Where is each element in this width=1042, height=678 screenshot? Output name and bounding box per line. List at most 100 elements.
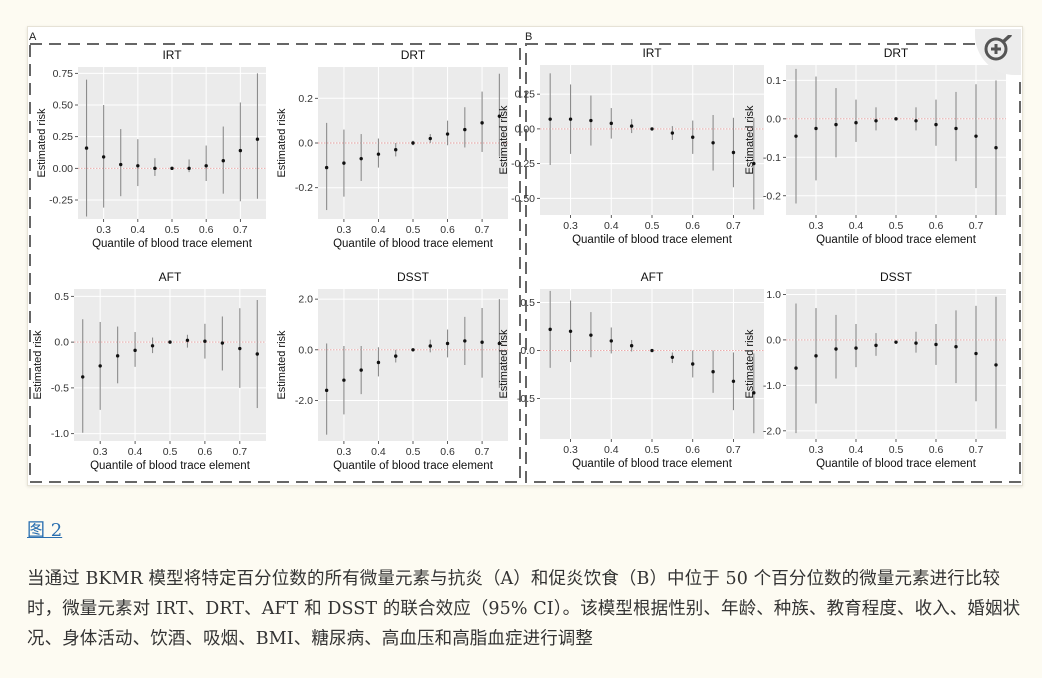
data-point — [650, 127, 654, 131]
x-tick-label: 0.5 — [163, 446, 178, 458]
data-point — [203, 339, 207, 343]
y-tick-label: 0.5 — [520, 297, 535, 309]
data-point — [589, 118, 593, 123]
data-point — [394, 148, 398, 152]
data-point — [731, 379, 736, 384]
y-tick-label: -1.0 — [763, 380, 781, 392]
x-tick-label: 0.6 — [198, 446, 213, 458]
x-tick-label: 0.3 — [337, 224, 352, 236]
data-point — [794, 366, 798, 370]
x-tick-label: 0.3 — [809, 444, 824, 456]
data-point — [133, 348, 137, 353]
plot-title: IRT — [162, 48, 182, 62]
x-tick-label: 0.3 — [809, 220, 824, 232]
x-tick-label: 0.4 — [131, 224, 146, 236]
x-tick-label: 0.4 — [128, 446, 143, 458]
data-point — [480, 340, 484, 344]
data-point — [185, 338, 190, 342]
data-point — [394, 354, 398, 358]
data-point — [834, 347, 838, 351]
data-point — [187, 166, 191, 171]
x-axis-label: Quantile of blood trace element — [92, 238, 253, 250]
data-point — [255, 137, 260, 141]
data-point — [84, 146, 89, 150]
x-tick-label: 0.4 — [604, 444, 619, 456]
data-point — [894, 340, 898, 344]
x-tick-label: 0.4 — [849, 444, 864, 456]
data-point — [342, 161, 346, 165]
y-tick-label: -0.1 — [763, 152, 781, 164]
data-point — [153, 166, 157, 171]
x-tick-label: 0.3 — [563, 444, 578, 456]
data-point — [670, 355, 675, 359]
data-point — [204, 164, 208, 168]
data-point — [894, 117, 898, 121]
data-point — [376, 152, 381, 156]
plot-b-drt: -0.2 -0.1 0.0 0.1 0.3 0.4 0.5 0.6 0.7 DRT Quantile… — [744, 46, 1006, 246]
plot-a-dsst: -2.0 0.0 2.0 0.3 0.4 0.5 0.6 0.7 DSST Quantile of… — [276, 270, 508, 472]
data-point — [670, 131, 675, 135]
y-tick-label: 0.00 — [515, 123, 536, 135]
y-tick-label: 0.0 — [298, 344, 313, 356]
data-point — [548, 117, 552, 121]
data-point — [914, 341, 918, 345]
data-point — [255, 352, 259, 356]
figure-container: A B -0.25 0.00 0.25 0.50 0.75 0.3 0.4 0.5 0.6 0.7 IR… — [27, 26, 1023, 486]
plot-title: DSST — [880, 270, 913, 284]
data-point — [954, 345, 958, 349]
x-axis-label: Quantile of blood trace element — [333, 238, 494, 250]
data-point — [98, 364, 102, 368]
data-point — [874, 343, 878, 348]
x-tick-label: 0.6 — [929, 444, 944, 456]
x-tick-label: 0.3 — [337, 446, 352, 458]
plot-a-drt: -0.2 0.0 0.2 0.3 0.4 0.5 0.6 0.7 DRT Quantile of … — [276, 48, 508, 250]
data-point — [238, 148, 243, 153]
data-point — [324, 388, 329, 393]
plot-title: IRT — [642, 46, 662, 60]
x-axis-label: Quantile of blood trace element — [816, 458, 977, 470]
y-tick-label: -2.0 — [763, 425, 781, 437]
y-tick-label: -0.5 — [517, 393, 535, 405]
plot-a-irt: -0.25 0.00 0.25 0.50 0.75 0.3 0.4 0.5 0.6 0.7 IRT Q… — [36, 48, 266, 250]
x-tick-label: 0.4 — [371, 224, 386, 236]
x-tick-label: 0.6 — [685, 444, 700, 456]
y-tick-label: 0.1 — [766, 75, 781, 87]
x-tick-label: 0.7 — [726, 444, 741, 456]
y-axis-label: Estimated risk — [276, 330, 288, 400]
data-point — [752, 161, 756, 166]
data-point — [691, 135, 695, 139]
data-point — [411, 141, 415, 145]
x-axis-label: Quantile of blood trace element — [90, 460, 251, 472]
data-point — [428, 136, 432, 141]
panel-frame-0 — [29, 43, 521, 483]
x-tick-label: 0.5 — [645, 220, 660, 232]
x-tick-label: 0.6 — [440, 224, 455, 236]
data-point — [974, 134, 978, 138]
data-point — [81, 375, 85, 379]
data-point — [752, 391, 756, 395]
data-point — [480, 121, 484, 125]
figure-link[interactable]: 图 2 — [27, 520, 63, 541]
data-point — [814, 126, 818, 131]
y-tick-label: 0.2 — [298, 93, 313, 105]
y-tick-label: 1.0 — [766, 289, 781, 301]
plot-title: AFT — [159, 270, 182, 284]
y-axis-label: Estimated risk — [498, 329, 510, 399]
x-tick-label: 0.6 — [199, 224, 214, 236]
x-axis-label: Quantile of blood trace element — [572, 458, 733, 470]
x-tick-label: 0.3 — [563, 220, 578, 232]
data-point — [463, 127, 467, 132]
y-axis-label: Estimated risk — [32, 330, 44, 400]
data-point — [119, 162, 123, 167]
data-point — [548, 327, 552, 332]
data-point — [854, 120, 858, 125]
plot-title: AFT — [641, 270, 664, 284]
x-tick-label: 0.6 — [929, 220, 944, 232]
y-tick-label: -2.0 — [295, 395, 313, 407]
data-point — [359, 156, 363, 161]
y-tick-label: 0.0 — [520, 345, 535, 357]
data-point — [428, 344, 432, 348]
x-tick-label: 0.7 — [233, 224, 248, 236]
data-point — [691, 362, 695, 366]
plot-b-aft: -0.5 0.0 0.5 0.3 0.4 0.5 0.6 0.7 AFT Quantile of … — [498, 270, 764, 470]
